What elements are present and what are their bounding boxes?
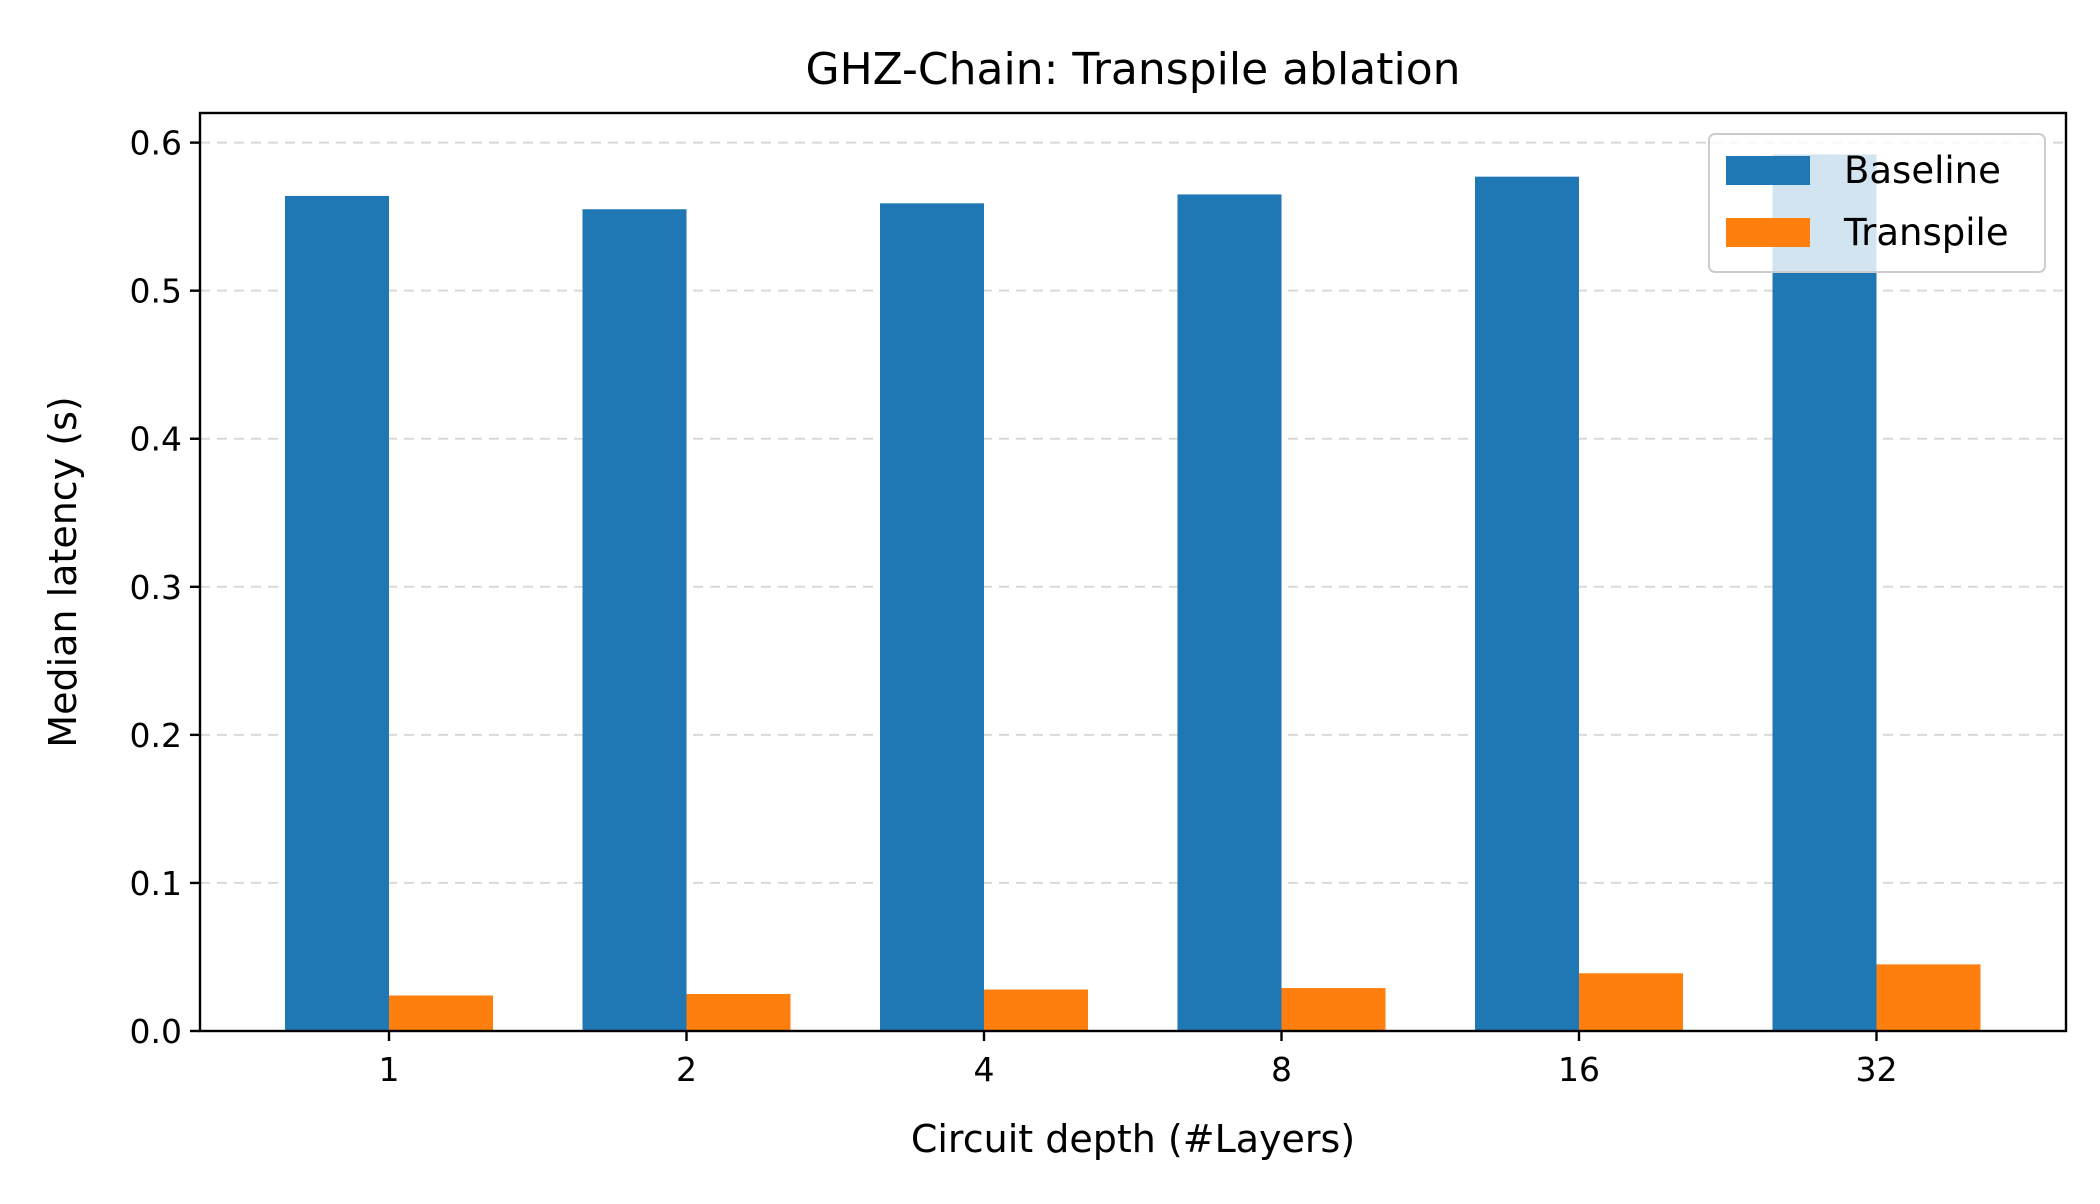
bar-transpile-8	[1281, 988, 1386, 1031]
bar-transpile-2	[686, 993, 791, 1031]
bar-baseline-2	[582, 209, 687, 1031]
chart-title: GHZ-Chain: Transpile ablation	[806, 44, 1461, 95]
x-tick-label: 4	[974, 1050, 995, 1089]
bar-baseline-4	[880, 203, 984, 1032]
legend-swatch-baseline	[1726, 156, 1810, 185]
bar-baseline-32	[1772, 154, 1877, 1031]
bar-transpile-32	[1876, 964, 1981, 1031]
bars	[285, 154, 1981, 1032]
legend-swatch-transpile	[1726, 218, 1810, 247]
y-tick-label: 0.4	[130, 420, 182, 459]
x-tick-label: 16	[1558, 1050, 1600, 1089]
bar-baseline-16	[1475, 176, 1579, 1032]
x-tick-label: 32	[1856, 1050, 1898, 1089]
y-tick-label: 0.5	[130, 272, 182, 311]
y-tick-label: 0.0	[130, 1012, 182, 1051]
y-axis-label: Median latency (s)	[41, 396, 85, 747]
x-tick-label: 8	[1271, 1050, 1292, 1089]
y-tick-label: 0.6	[130, 124, 182, 163]
bar-baseline-8	[1177, 194, 1282, 1031]
bar-transpile-16	[1579, 973, 1683, 1031]
legend-label-baseline: Baseline	[1844, 149, 2001, 192]
x-tick-label: 1	[379, 1050, 400, 1089]
x-tick-label: 2	[676, 1050, 697, 1089]
bar-transpile-4	[984, 989, 1088, 1031]
plot-frame	[198, 111, 2068, 1033]
legend: Baseline Transpile	[1708, 133, 2046, 273]
y-tick-label: 0.2	[130, 716, 182, 755]
y-tick-label: 0.1	[130, 864, 182, 903]
y-axis-ticks: 0.0 0.1 0.2 0.3 0.4 0.5 0.6	[130, 124, 200, 1051]
legend-label-transpile: Transpile	[1843, 211, 2009, 254]
y-tick-label: 0.3	[130, 568, 182, 607]
x-axis-ticks: 1 2 4 8 16 32	[379, 1031, 1898, 1089]
bar-transpile-1	[389, 995, 493, 1031]
x-axis-label: Circuit depth (#Layers)	[911, 1117, 1355, 1161]
bar-baseline-1	[285, 195, 389, 1031]
